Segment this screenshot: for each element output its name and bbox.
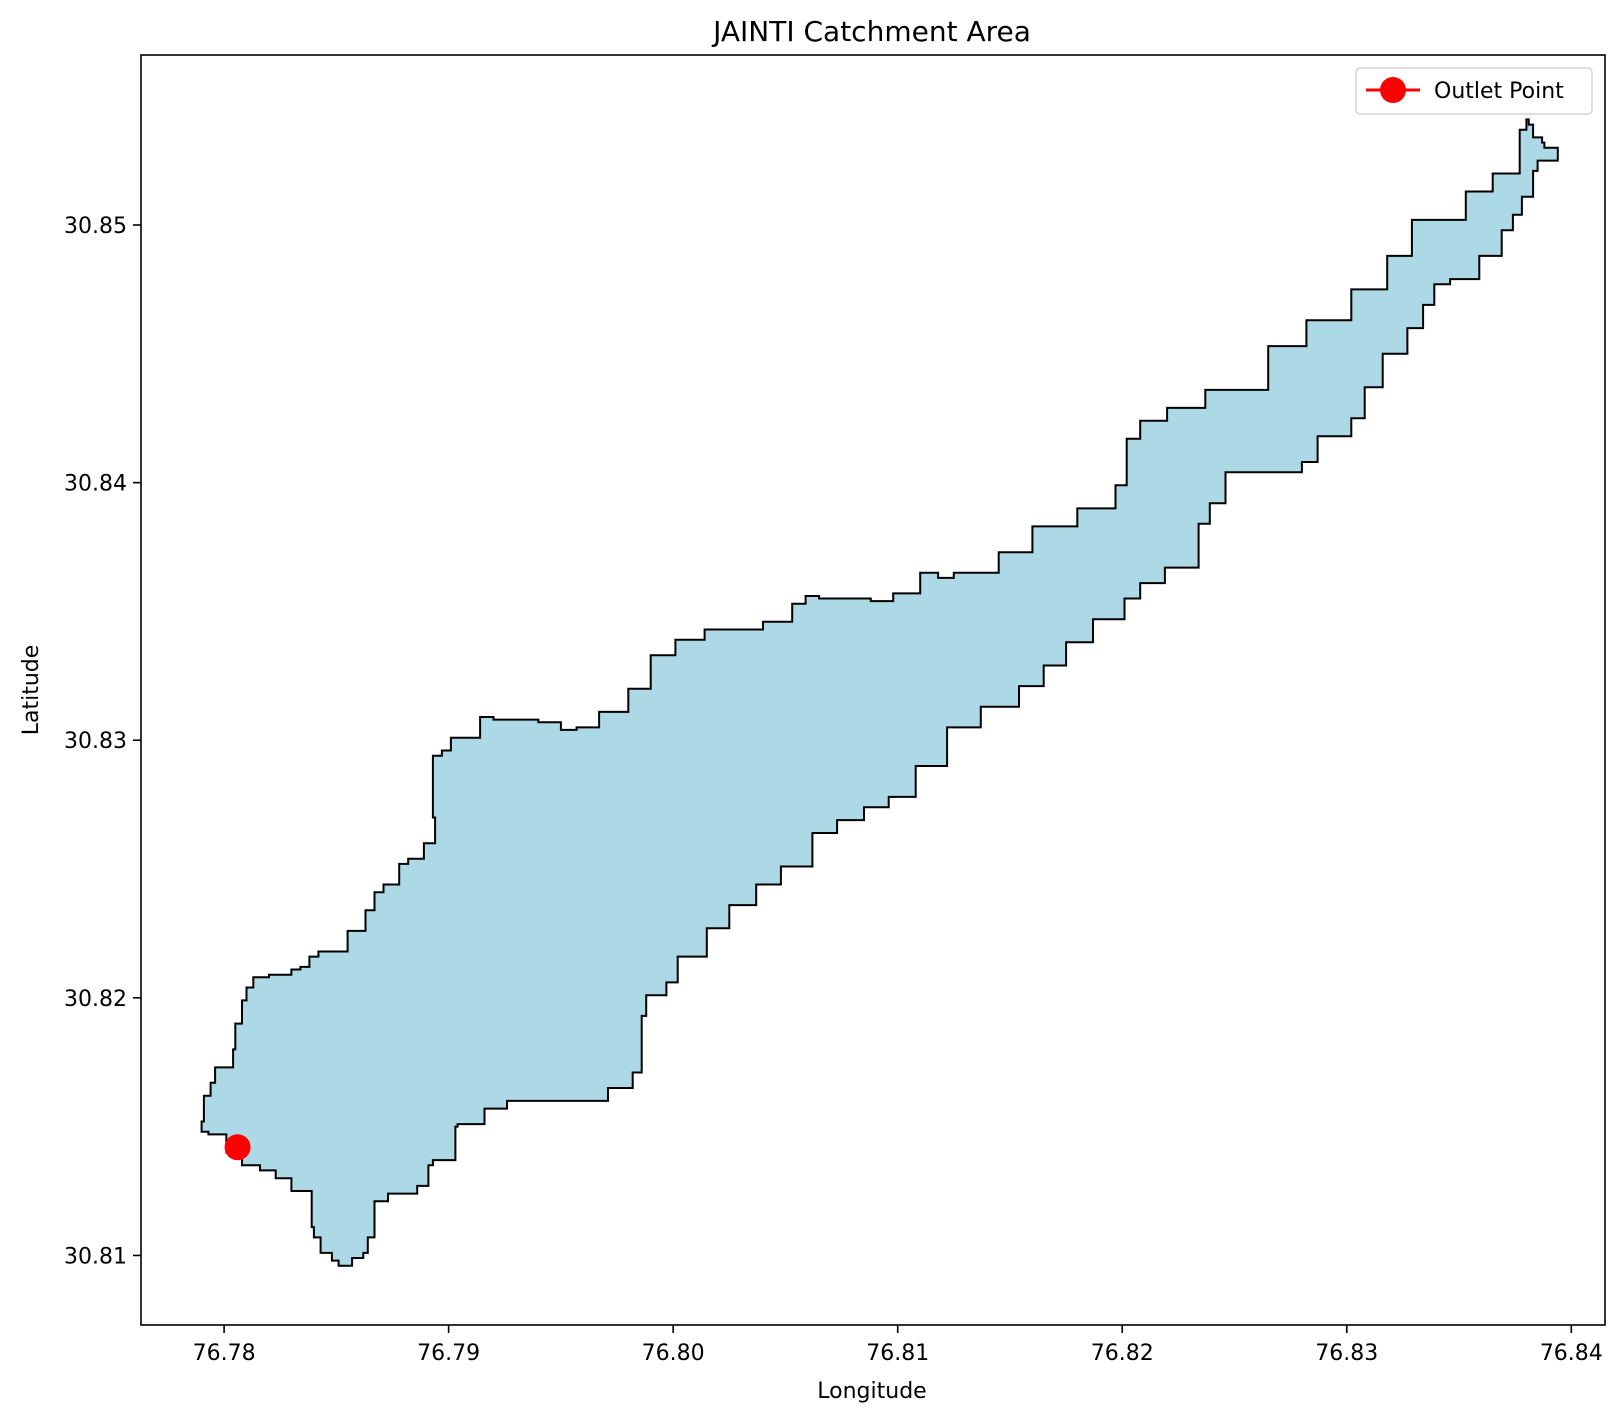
x-tick-label: 76.81 [866, 1341, 929, 1366]
x-tick-label: 76.79 [417, 1341, 480, 1366]
y-tick-label: 30.85 [64, 214, 127, 239]
legend: Outlet Point [1355, 67, 1593, 115]
catchment-polygon [200, 118, 1559, 1267]
x-tick-label: 76.82 [1091, 1341, 1154, 1366]
x-tick-label: 76.84 [1540, 1341, 1603, 1366]
axes-frame [140, 54, 1606, 1326]
x-axis-label: Longitude [817, 1379, 926, 1404]
y-tick-label: 30.84 [64, 472, 127, 497]
chart-title: JAINTI Catchment Area [711, 15, 1031, 48]
y-tick-label: 30.81 [64, 1244, 127, 1269]
legend-box [1355, 67, 1593, 115]
outlet-point-marker [224, 1134, 251, 1161]
x-tick-label: 76.80 [642, 1341, 705, 1366]
legend-marker-swatch [1380, 77, 1406, 103]
y-axis-label: Latitude [19, 645, 44, 736]
x-tick-label: 76.78 [193, 1341, 256, 1366]
y-tick-label: 30.82 [64, 987, 127, 1012]
x-tick-label: 76.83 [1315, 1341, 1378, 1366]
y-tick-label: 30.83 [64, 729, 127, 754]
legend-entry-outlet-point: Outlet Point [1434, 79, 1564, 104]
